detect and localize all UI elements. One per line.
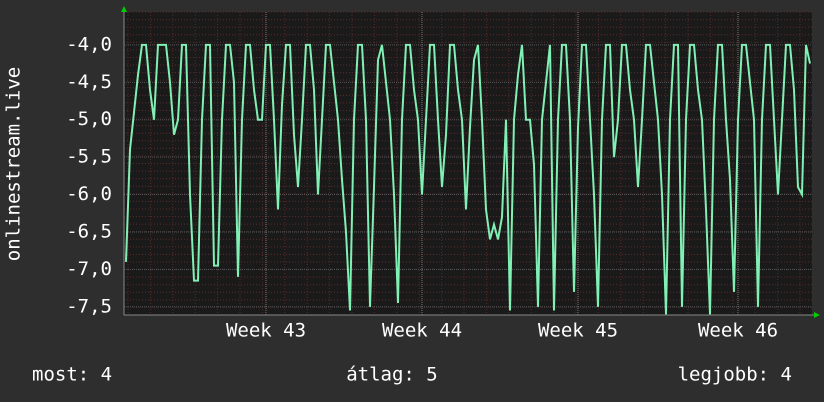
y-axis-arrow bbox=[121, 6, 127, 12]
x-tick-label: Week 44 bbox=[382, 320, 462, 342]
y-tick-label: -4,0 bbox=[66, 33, 112, 55]
footer-current: most: 4 bbox=[32, 364, 112, 386]
y-tick-label: -6,5 bbox=[66, 220, 112, 242]
y-tick-label: -7,0 bbox=[66, 258, 112, 280]
y-tick-label: -7,5 bbox=[66, 295, 112, 317]
footer-best: legjobb: 4 bbox=[678, 364, 792, 386]
data-line bbox=[125, 43, 811, 315]
y-tick-label: -6,0 bbox=[66, 183, 112, 205]
y-tick-label: -5,5 bbox=[66, 146, 112, 168]
x-tick-label: Week 45 bbox=[538, 320, 618, 342]
y-axis-label: onlinestream.live bbox=[3, 67, 25, 261]
x-tick-label: Week 43 bbox=[226, 320, 306, 342]
x-tick-label: Week 46 bbox=[698, 320, 778, 342]
footer-average: átlag: 5 bbox=[346, 364, 438, 386]
x-axis-arrow bbox=[814, 312, 820, 318]
y-tick-label: -4,5 bbox=[66, 71, 112, 93]
y-tick-label: -5,0 bbox=[66, 108, 112, 130]
